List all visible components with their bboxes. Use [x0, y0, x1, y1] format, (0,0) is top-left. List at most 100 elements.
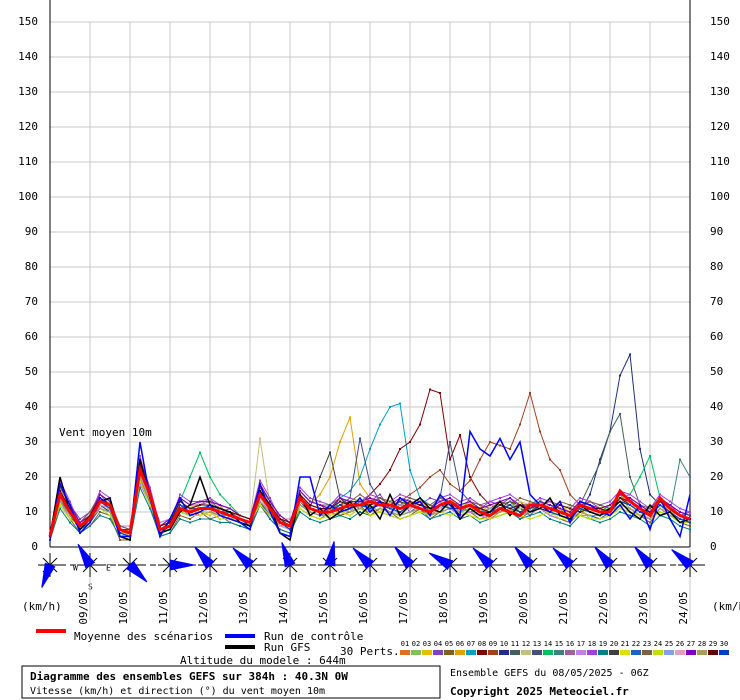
- wind-arrow: [671, 549, 694, 570]
- point: [209, 518, 211, 520]
- point: [179, 514, 181, 517]
- point: [589, 518, 591, 520]
- point: [539, 430, 541, 433]
- point: [629, 353, 631, 356]
- point: [149, 507, 151, 510]
- wind-rose: [428, 552, 462, 577]
- point: [199, 518, 201, 520]
- point: [219, 504, 221, 506]
- compass-letter: W: [73, 564, 78, 573]
- point: [649, 493, 651, 496]
- point: [119, 532, 121, 534]
- x-tick-label: 14/05: [277, 591, 290, 624]
- point: [549, 504, 551, 506]
- altitude: Altitude du modele : 644m: [180, 654, 346, 667]
- point: [359, 476, 361, 478]
- point: [199, 500, 201, 503]
- point: [679, 518, 681, 520]
- point: [139, 479, 141, 482]
- point: [209, 500, 211, 503]
- point: [459, 434, 461, 436]
- wind-rose: [671, 549, 702, 577]
- point: [229, 504, 231, 506]
- point: [409, 507, 411, 510]
- point: [359, 483, 361, 485]
- y-tick-label: 80: [25, 260, 38, 273]
- point: [359, 437, 361, 440]
- point: [629, 514, 631, 517]
- point: [309, 518, 311, 520]
- y-tick-label: 150: [18, 15, 38, 28]
- point: [659, 500, 661, 503]
- point: [329, 476, 331, 478]
- point: [509, 504, 511, 506]
- wind-rose: [38, 553, 62, 588]
- point: [459, 500, 461, 503]
- y-tick-label: 90: [25, 225, 38, 238]
- point: [329, 514, 331, 517]
- legend-swatch: [455, 650, 465, 655]
- point: [639, 476, 641, 478]
- y-tick-label: 110: [18, 155, 38, 168]
- point: [109, 511, 111, 513]
- point: [499, 497, 501, 499]
- wind-arrow: [352, 547, 375, 570]
- point: [339, 500, 341, 503]
- x-tick-label: 18/05: [437, 591, 450, 624]
- point: [689, 528, 691, 531]
- point: [99, 493, 101, 496]
- perts-label: 30 Perts.: [340, 645, 400, 658]
- point: [559, 518, 561, 520]
- point: [469, 476, 471, 478]
- x-tick-label: 10/05: [117, 591, 130, 624]
- point: [299, 507, 301, 510]
- point: [189, 507, 191, 510]
- point: [589, 500, 591, 503]
- legend-label: Run GFS: [264, 641, 310, 654]
- legend-label: 09: [489, 640, 497, 648]
- x-tick-label: 21/05: [557, 591, 570, 624]
- point: [379, 511, 381, 513]
- point: [299, 490, 301, 492]
- point: [179, 518, 181, 520]
- wind-arrow: [194, 546, 215, 569]
- wind-arrow: [77, 543, 96, 569]
- point: [669, 514, 671, 517]
- point: [599, 507, 601, 510]
- legend-label: 06: [456, 640, 464, 648]
- point: [319, 518, 321, 520]
- point: [409, 441, 411, 443]
- legend-swatch: [400, 650, 410, 655]
- point: [279, 518, 281, 520]
- point: [469, 479, 471, 482]
- point: [369, 493, 371, 496]
- point: [669, 500, 671, 503]
- point: [459, 490, 461, 492]
- point: [349, 416, 351, 419]
- point: [269, 500, 271, 503]
- wind-rose: [552, 547, 582, 577]
- point: [209, 514, 211, 517]
- point: [639, 514, 641, 517]
- point: [199, 504, 201, 506]
- point: [399, 402, 401, 405]
- y-tick-label: 70: [25, 295, 38, 308]
- y-tick-label: 120: [18, 120, 38, 133]
- legend-label: 25: [665, 640, 673, 648]
- point: [679, 458, 681, 461]
- point: [569, 493, 571, 496]
- point: [469, 514, 471, 517]
- legend-swatch: [708, 650, 718, 655]
- point: [619, 511, 621, 513]
- point: [379, 483, 381, 485]
- point: [339, 514, 341, 517]
- point: [659, 504, 661, 506]
- point: [399, 493, 401, 496]
- point: [289, 518, 291, 520]
- point: [649, 521, 651, 524]
- point: [559, 504, 561, 506]
- legend-swatch: [686, 650, 696, 655]
- point: [259, 437, 261, 440]
- point: [559, 507, 561, 510]
- point: [349, 490, 351, 492]
